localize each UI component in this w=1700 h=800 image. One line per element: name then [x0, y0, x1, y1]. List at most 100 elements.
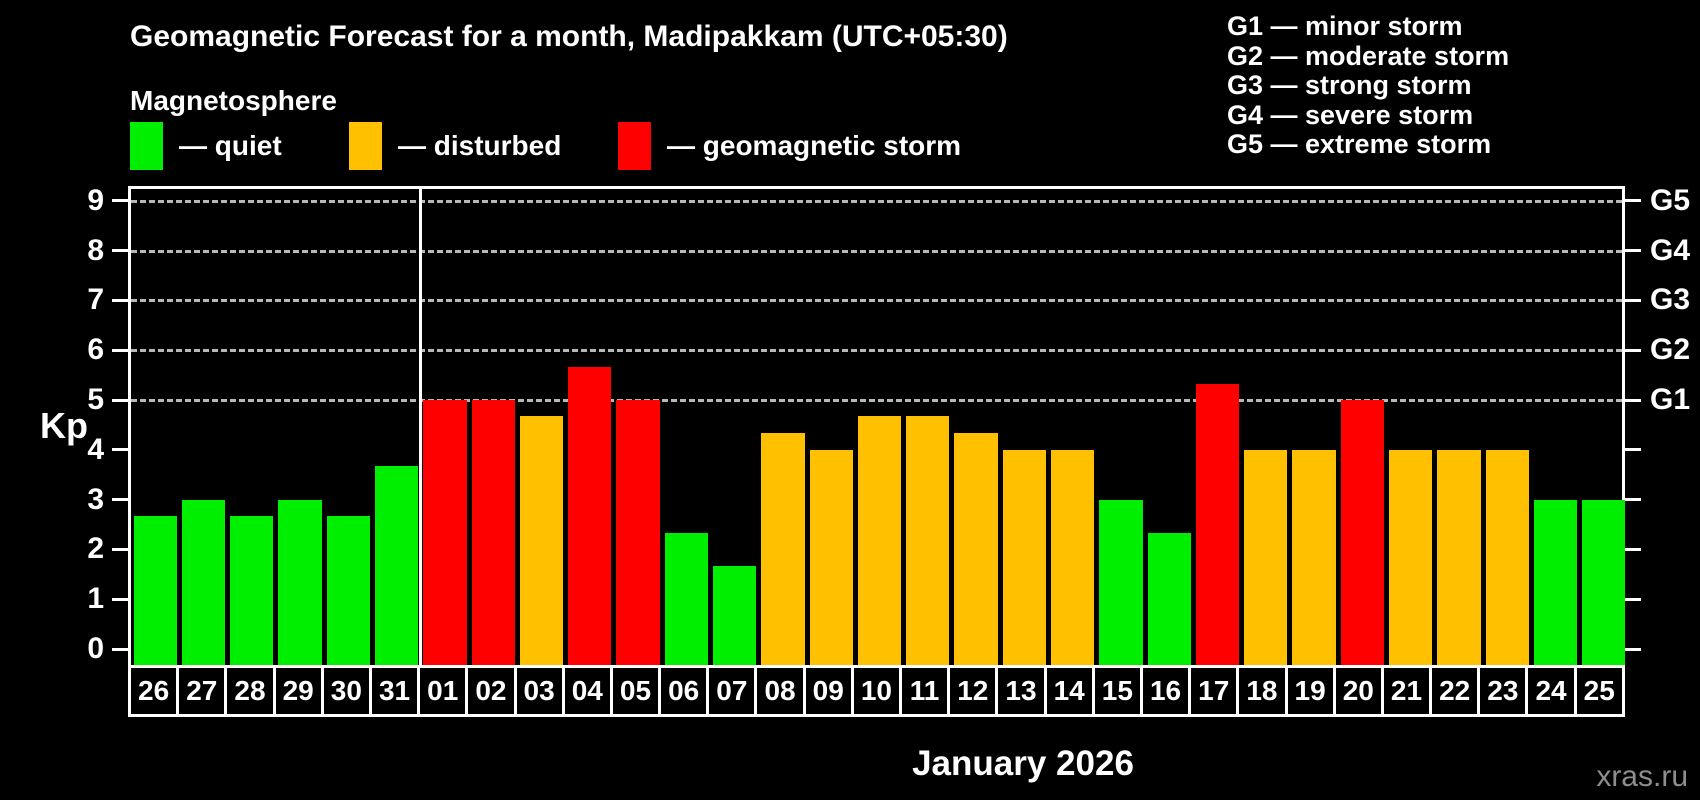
left-axis-label-2: 2 [87, 532, 104, 566]
date-label-29: 29 [276, 668, 324, 714]
kp-bar-09 [809, 449, 853, 665]
left-axis-tick-9 [112, 199, 128, 203]
date-label-13: 13 [998, 668, 1047, 714]
left-axis-label-6: 6 [87, 333, 104, 367]
left-axis-tick-2 [112, 547, 128, 551]
kp-axis-title: Kp [40, 405, 88, 446]
g-scale-legend-item: G5 — extreme storm [1227, 129, 1492, 160]
left-axis-tick-8 [112, 249, 128, 253]
date-label-15: 15 [1095, 668, 1143, 714]
kp-bar-03 [519, 416, 564, 665]
kp-bar-17 [1195, 383, 1240, 665]
page-title: Geomagnetic Forecast for a month, Madipa… [130, 20, 1008, 53]
left-axis-tick-5 [112, 398, 128, 402]
left-axis-tick-4 [112, 448, 128, 452]
kp-bar-23 [1485, 449, 1529, 665]
left-axis-label-5: 5 [87, 383, 104, 416]
quiet-color-swatch [130, 122, 163, 170]
kp-bar-08 [761, 433, 805, 665]
kp-bar-16 [1147, 532, 1191, 665]
right-axis-tick-4 [1625, 448, 1641, 452]
right-axis-tick-7 [1625, 298, 1641, 302]
right-axis-tick-1 [1625, 597, 1641, 601]
date-label-20: 20 [1336, 668, 1384, 714]
left-axis-label-8: 8 [87, 233, 104, 267]
g-scale-legend-item: G3 — strong storm [1227, 70, 1472, 101]
date-label-02: 02 [468, 668, 517, 714]
right-axis-label-G5: G5 [1650, 183, 1691, 217]
date-label-26: 26 [131, 668, 180, 714]
kp-bar-20 [1340, 400, 1385, 665]
g-scale-legend-item: G4 — severe storm [1227, 99, 1474, 130]
date-label-05: 05 [613, 668, 662, 714]
date-label-28: 28 [227, 668, 276, 714]
kp-bar-11 [906, 416, 950, 665]
kp-bar-18 [1244, 449, 1288, 665]
date-label-24: 24 [1528, 668, 1577, 714]
right-axis-label-G1: G1 [1650, 383, 1691, 416]
kp-gridline-5 [131, 399, 1622, 402]
kp-bar-02 [471, 400, 515, 665]
left-axis-label-7: 7 [87, 283, 104, 317]
left-axis-label-0: 0 [87, 632, 104, 665]
kp-bar-31 [374, 466, 419, 665]
kp-bar-19 [1292, 449, 1336, 665]
date-label-11: 11 [902, 668, 951, 714]
right-axis-tick-8 [1625, 249, 1641, 253]
legend-item-label: — quiet [179, 130, 282, 161]
date-label-19: 19 [1288, 668, 1336, 714]
date-label-27: 27 [179, 668, 228, 714]
watermark: xras.ru [1596, 760, 1688, 793]
kp-bar-29 [278, 499, 322, 665]
g-scale-legend-item: G1 — minor storm [1227, 11, 1463, 41]
plot-area [128, 186, 1626, 668]
kp-gridline-6 [131, 349, 1622, 353]
right-axis-label-G3: G3 [1650, 283, 1691, 317]
date-label-22: 22 [1432, 668, 1481, 714]
g-scale-legend: G1 — minor storm G2 — moderate storm G3 — … [1227, 11, 1509, 160]
magnetosphere-legend-title: Magnetosphere [130, 85, 337, 116]
kp-gridline-8 [131, 249, 1622, 253]
date-label-23: 23 [1480, 668, 1529, 714]
left-axis-label-1: 1 [87, 582, 104, 616]
kp-bar-30 [326, 516, 370, 665]
date-label-30: 30 [324, 668, 372, 714]
kp-bar-01 [423, 400, 467, 665]
legend-item-label: — geomagnetic storm [667, 130, 962, 161]
right-axis-label-G2: G2 [1650, 333, 1691, 367]
date-label-06: 06 [661, 668, 710, 714]
date-label-08: 08 [757, 668, 806, 714]
kp-bar-28 [230, 516, 274, 665]
right-axis-tick-5 [1625, 398, 1641, 402]
storm-color-swatch [618, 122, 651, 170]
kp-bar-24 [1533, 499, 1578, 665]
kp-bar-22 [1437, 449, 1481, 665]
date-label-09: 09 [806, 668, 854, 714]
date-label-01: 01 [420, 668, 469, 714]
left-axis-tick-3 [112, 498, 128, 502]
kp-bar-06 [664, 532, 708, 665]
kp-bar-14 [1051, 449, 1095, 665]
kp-bar-04 [568, 366, 612, 665]
legend-item-label: — disturbed [398, 130, 562, 161]
kp-bar-15 [1099, 499, 1143, 665]
legend-item-quiet: — quiet [130, 122, 282, 170]
kp-bar-07 [712, 565, 757, 665]
right-axis-tick-0 [1625, 647, 1641, 651]
date-label-10: 10 [854, 668, 902, 714]
date-label-16: 16 [1143, 668, 1192, 714]
left-axis-tick-6 [112, 348, 128, 352]
kp-bar-26 [133, 516, 177, 665]
kp-bar-12 [954, 433, 998, 665]
legend-item-storm: — geomagnetic storm [618, 122, 961, 170]
date-label-07: 07 [709, 668, 758, 714]
kp-gridline-9 [131, 199, 1622, 203]
month-separator-line [418, 189, 422, 665]
date-label-17: 17 [1191, 668, 1240, 714]
left-axis-tick-1 [112, 597, 128, 601]
kp-bar-27 [181, 499, 226, 665]
left-axis-tick-0 [112, 647, 128, 651]
kp-gridline-7 [131, 299, 1622, 303]
date-label-12: 12 [950, 668, 999, 714]
